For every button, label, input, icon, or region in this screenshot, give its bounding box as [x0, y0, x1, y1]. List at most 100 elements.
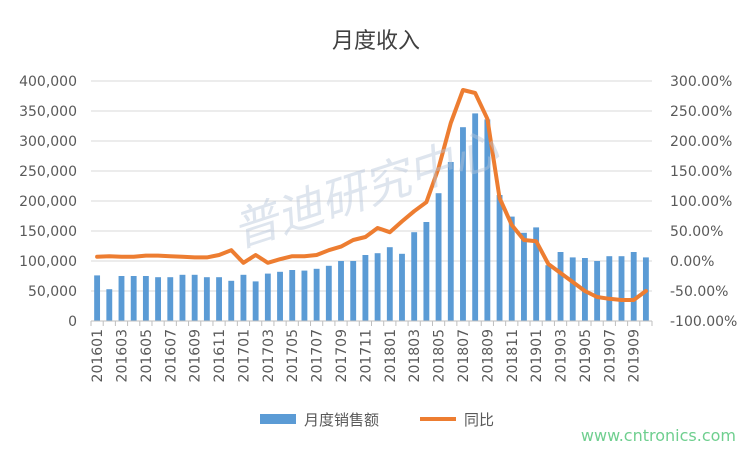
y-left-tick-label: 50,000	[28, 284, 77, 300]
y-left-tick-label: 400,000	[19, 74, 77, 90]
bar	[630, 252, 637, 321]
bar	[240, 274, 247, 321]
y-left-tick-label: 150,000	[19, 224, 77, 240]
x-tick-label: 201601	[90, 329, 106, 382]
x-tick-label: 201805	[432, 329, 448, 382]
x-tick-label: 201603	[114, 329, 130, 382]
left-axis-ticks: 0 50,000 100,000 150,000 200,000 250,000 300,0…	[19, 74, 77, 330]
bar	[94, 275, 101, 321]
bar	[618, 256, 625, 321]
x-tick-label: 201811	[505, 329, 521, 382]
x-tick-label: 201801	[383, 329, 399, 382]
legend-label-line: 同比	[464, 411, 494, 429]
bar	[533, 227, 540, 321]
bar	[106, 289, 113, 321]
bar	[521, 232, 527, 321]
bar	[313, 268, 320, 321]
bar	[508, 216, 515, 321]
y-right-tick-label: 300.00%	[670, 74, 732, 90]
x-tick-label: 201803	[407, 329, 423, 382]
bar	[460, 127, 466, 321]
bar	[216, 277, 222, 321]
bar	[569, 257, 576, 321]
bar	[606, 256, 613, 321]
yoy-line	[95, 88, 648, 302]
chart-title: 月度收入	[332, 29, 420, 54]
x-tick-label: 201605	[139, 329, 155, 382]
bar	[252, 281, 259, 321]
bar-series	[94, 113, 649, 322]
y-left-tick-label: 350,000	[19, 104, 77, 120]
bar	[350, 261, 357, 321]
y-right-tick-label: -50.00%	[670, 284, 728, 300]
bar	[203, 277, 210, 321]
bar	[472, 113, 479, 322]
bar	[594, 261, 601, 321]
bar	[374, 253, 381, 321]
bar	[386, 247, 393, 321]
bar	[362, 255, 369, 321]
x-tick-label: 201903	[554, 329, 570, 382]
x-tick-label: 201607	[163, 329, 179, 382]
x-tick-label: 201809	[480, 329, 496, 382]
x-tick-label: 201901	[529, 329, 545, 382]
x-tick-label: 201703	[261, 329, 277, 382]
site-watermark: www.cntronics.com	[581, 426, 736, 445]
y-left-tick-label: 100,000	[19, 254, 77, 270]
bar	[155, 277, 162, 321]
y-left-tick-label: 0	[68, 314, 77, 330]
x-tick-label: 201701	[236, 329, 252, 382]
legend-label-bar: 月度销售额	[304, 411, 379, 429]
bar	[435, 193, 442, 321]
bar	[325, 265, 332, 321]
x-tick-label: 201709	[334, 329, 350, 382]
y-right-tick-label: 50.00%	[670, 224, 723, 240]
bar	[264, 273, 271, 321]
bar	[130, 276, 137, 321]
x-tick-label: 201909	[627, 329, 643, 382]
bar	[447, 162, 454, 321]
bar	[228, 280, 235, 321]
y-right-tick-label: 200.00%	[670, 134, 732, 150]
x-tick-label: 201609	[188, 329, 204, 382]
bar	[301, 270, 308, 321]
line-series	[95, 88, 648, 302]
bar	[289, 270, 296, 321]
y-right-tick-label: 0.00%	[670, 254, 714, 270]
x-tick-label: 201705	[285, 329, 301, 382]
bar	[545, 265, 552, 321]
bar	[423, 222, 430, 321]
x-tick-label: 201707	[310, 329, 326, 382]
y-right-tick-label: -100.00%	[670, 314, 737, 330]
x-axis-ticks: 201601 201603 201605 201607 201609 201611 2017…	[90, 320, 653, 382]
right-axis-ticks: -100.00% -50.00% 0.00% 50.00% 100.00% 150.00%…	[670, 74, 737, 330]
legend: 月度销售额 同比	[260, 411, 494, 429]
y-right-tick-label: 100.00%	[670, 194, 732, 210]
y-left-tick-label: 200,000	[19, 194, 77, 210]
x-tick-label: 201711	[358, 329, 374, 382]
bar	[399, 253, 405, 321]
x-tick-label: 201907	[602, 329, 618, 382]
bar	[411, 232, 418, 321]
bar	[496, 195, 503, 321]
bar	[191, 274, 198, 321]
bar	[142, 276, 149, 321]
x-tick-label: 201611	[212, 329, 228, 382]
y-right-tick-label: 250.00%	[670, 104, 732, 120]
bar	[179, 274, 186, 321]
legend-swatch-bar	[260, 414, 296, 424]
bar	[167, 277, 174, 321]
bar	[484, 119, 491, 322]
y-left-tick-label: 250,000	[19, 164, 77, 180]
bar	[118, 276, 125, 321]
bar	[338, 261, 344, 321]
bar	[557, 252, 564, 321]
y-left-tick-label: 300,000	[19, 134, 77, 150]
x-tick-label: 201905	[578, 329, 594, 382]
y-right-tick-label: 150.00%	[670, 164, 732, 180]
x-tick-label: 201807	[456, 329, 472, 382]
bar	[277, 271, 283, 321]
